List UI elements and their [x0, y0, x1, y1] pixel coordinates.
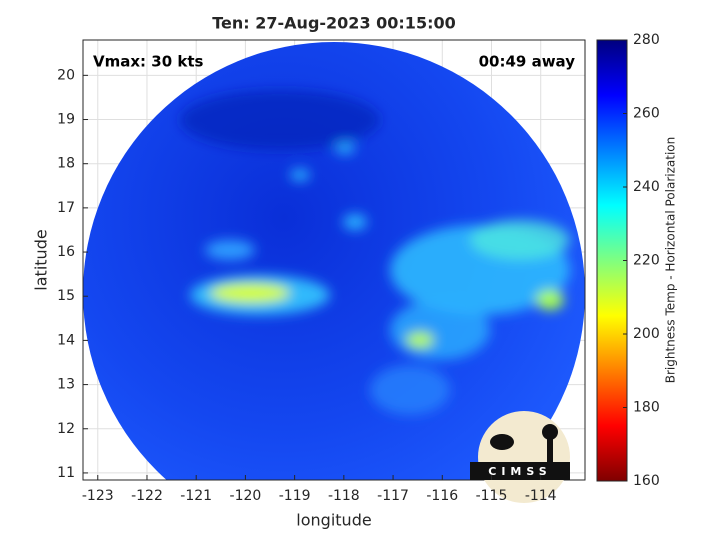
y-tick-label: 11 — [57, 465, 75, 481]
y-tick-label: 16 — [57, 244, 75, 260]
x-tick-label: -123 — [82, 488, 114, 504]
x-tick-label: -117 — [377, 488, 409, 504]
colorbar-tick-label: 220 — [633, 253, 660, 269]
annotation: 00:49 away — [479, 53, 576, 71]
colorbar-tick-label: 180 — [633, 400, 660, 416]
swath-image — [83, 42, 585, 480]
y-tick-label: 15 — [57, 288, 75, 304]
colorbar-tick-label: 160 — [633, 473, 660, 489]
x-tick-label: -114 — [525, 488, 557, 504]
cimss-logo: CIMSS — [470, 411, 570, 503]
x-tick-label: -122 — [131, 488, 163, 504]
y-axis-label: latitude — [32, 229, 51, 290]
y-tick-label: 19 — [57, 112, 75, 128]
plot-frame — [82, 39, 586, 481]
x-tick-label: -115 — [476, 488, 508, 504]
y-tick-label: 12 — [57, 421, 75, 437]
annotation: Vmax: 30 kts — [93, 53, 203, 71]
y-tick-label: 18 — [57, 156, 75, 172]
y-tick-label: 14 — [57, 332, 75, 348]
colorbar-label: Brightness Temp - Horizontal Polarizatio… — [664, 137, 678, 384]
x-tick-label: -116 — [426, 488, 458, 504]
y-tick-label: 17 — [57, 200, 75, 216]
x-tick-label: -118 — [328, 488, 360, 504]
colorbar-tick-label: 200 — [633, 326, 660, 342]
colorbar-tick-label: 260 — [633, 106, 660, 122]
chart-title: Ten: 27-Aug-2023 00:15:00 — [212, 14, 455, 33]
colorbar — [596, 39, 628, 482]
y-tick-label: 13 — [57, 377, 75, 393]
y-tick-label: 20 — [57, 67, 75, 83]
colorbar-tick-label: 280 — [633, 32, 660, 48]
x-tick-label: -121 — [180, 488, 212, 504]
x-tick-label: -119 — [279, 488, 311, 504]
x-tick-label: -120 — [230, 488, 262, 504]
x-axis-label: longitude — [296, 511, 371, 530]
colorbar-tick-label: 240 — [633, 179, 660, 195]
logo-text: CIMSS — [488, 465, 551, 478]
